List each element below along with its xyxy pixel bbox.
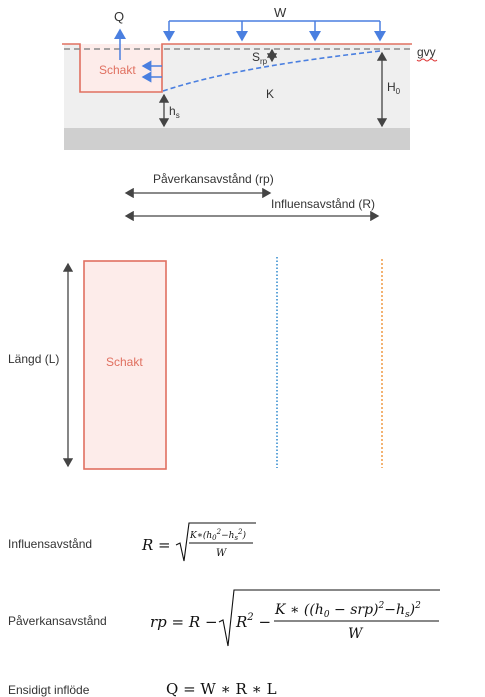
h0-label: H0: [387, 80, 401, 96]
formula-rp-denominator: W: [348, 626, 364, 642]
schakt-plan-label: Schakt: [106, 355, 143, 369]
gvy-label: gvy: [417, 45, 436, 59]
hs-label: hs: [169, 104, 180, 120]
srp-label: Srp: [252, 50, 268, 66]
formula-impact: rp = R − R2 − K ∗ ((h0 − srp)2−hs)2 W: [150, 589, 440, 647]
formula-rp-sqrt: [218, 589, 440, 647]
cross-section: Q W gvy Schakt Srp K H0 hs: [62, 5, 438, 150]
q-label: Q: [114, 9, 124, 24]
rp-distance-label: Påverkansavstånd (rp): [153, 172, 274, 186]
influence-formula-label: Influensavstånd: [8, 537, 93, 551]
formula-r-denominator: W: [216, 548, 227, 559]
formula-r-lhs: R =: [141, 536, 171, 554]
r-distance-label: Influensavstånd (R): [271, 197, 375, 211]
impact-formula-label: Påverkansavstånd: [8, 614, 107, 628]
distance-indicators: Påverkansavstånd (rp) Influensavstånd (R…: [124, 172, 380, 222]
length-label: Längd (L): [8, 352, 59, 366]
formula-influence: R = K∗(h02−hs2) W: [141, 522, 256, 562]
w-label: W: [274, 5, 287, 20]
plan-view: Längd (L) Schakt: [8, 257, 383, 470]
k-label: K: [266, 87, 274, 101]
formula-r-sqrt: [175, 522, 256, 562]
formula-r-numerator: K∗(h02−hs2): [189, 528, 247, 542]
excavation-pit: [62, 44, 162, 92]
schakt-section-label: Schakt: [99, 63, 136, 77]
formula-rp-lhs: rp = R −: [150, 613, 218, 631]
schakt-plan-rect: [83, 260, 167, 470]
inflow-formula-label: Ensidigt inflöde: [8, 683, 90, 697]
formula-inflow: Q = W ∗ R ∗ L: [166, 680, 277, 697]
gvy-squiggle: [416, 58, 438, 62]
formula-rp-numerator: K ∗ ((h0 − srp)2−hs)2: [274, 601, 421, 620]
excavation-outline: [62, 43, 412, 93]
bedrock-layer: [64, 128, 410, 150]
formula-rp-r2: R2 −: [235, 612, 271, 631]
